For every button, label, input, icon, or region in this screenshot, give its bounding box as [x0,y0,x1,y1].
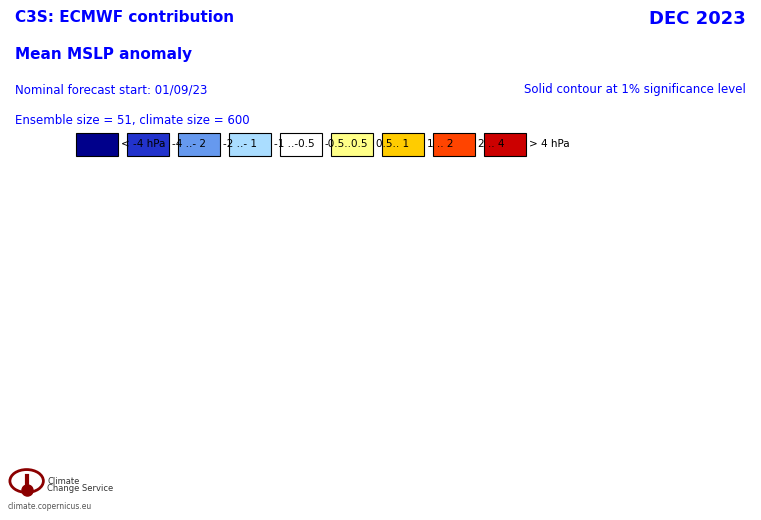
Text: DEC 2023: DEC 2023 [649,10,746,29]
Text: 0.5.. 1: 0.5.. 1 [376,139,409,149]
Text: climate.copernicus.eu: climate.copernicus.eu [8,502,92,511]
Text: Change Service: Change Service [47,484,113,492]
Text: < -4 hPa: < -4 hPa [121,139,165,149]
Text: Solid contour at 1% significance level: Solid contour at 1% significance level [524,83,746,96]
Text: Ensemble size = 51, climate size = 600: Ensemble size = 51, climate size = 600 [15,114,250,127]
Text: Climate: Climate [47,477,80,486]
Text: -2 ..- 1: -2 ..- 1 [223,139,257,149]
Text: 1 .. 2: 1 .. 2 [427,139,454,149]
Text: Nominal forecast start: 01/09/23: Nominal forecast start: 01/09/23 [15,83,208,96]
Text: -1 ..-0.5: -1 ..-0.5 [274,139,314,149]
Text: -4 ..- 2: -4 ..- 2 [172,139,206,149]
Text: C3S: ECMWF contribution: C3S: ECMWF contribution [15,10,234,25]
Text: > 4 hPa: > 4 hPa [529,139,569,149]
Text: Mean MSLP anomaly: Mean MSLP anomaly [15,47,193,62]
Text: -0.5..0.5: -0.5..0.5 [325,139,368,149]
Text: 2 .. 4: 2 .. 4 [478,139,505,149]
